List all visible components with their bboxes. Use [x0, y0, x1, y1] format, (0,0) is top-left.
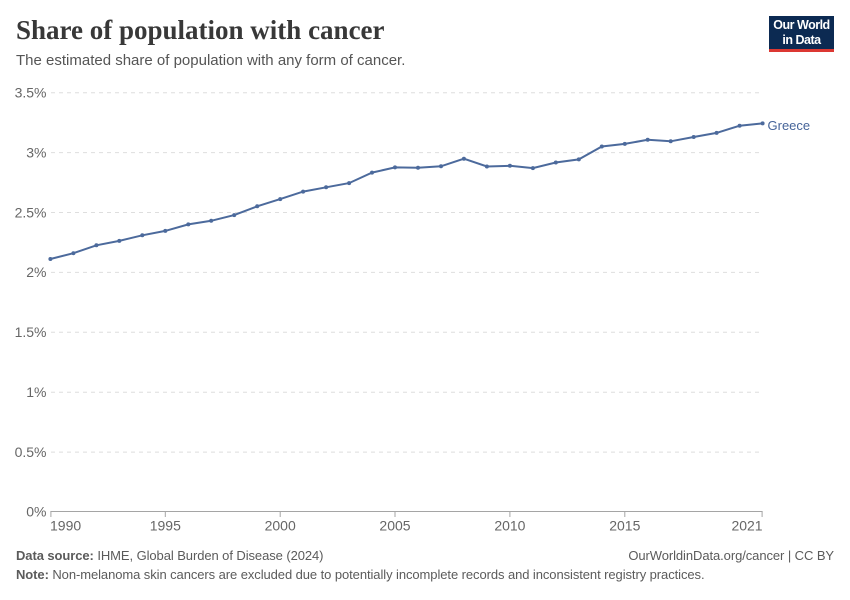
svg-text:3%: 3%	[26, 144, 46, 160]
svg-text:1.5%: 1.5%	[15, 324, 47, 340]
svg-text:Greece: Greece	[768, 118, 811, 133]
svg-text:2005: 2005	[379, 518, 410, 534]
svg-text:2%: 2%	[26, 264, 46, 280]
svg-text:2000: 2000	[265, 518, 296, 534]
svg-text:1%: 1%	[26, 384, 46, 400]
svg-text:2021: 2021	[731, 518, 762, 534]
svg-text:2.5%: 2.5%	[15, 204, 47, 220]
svg-text:0.5%: 0.5%	[15, 444, 47, 460]
svg-text:2010: 2010	[494, 518, 525, 534]
svg-text:2015: 2015	[609, 518, 640, 534]
svg-text:0%: 0%	[26, 503, 46, 519]
svg-text:1990: 1990	[50, 518, 81, 534]
svg-text:3.5%: 3.5%	[15, 85, 47, 101]
svg-text:1995: 1995	[150, 518, 181, 534]
